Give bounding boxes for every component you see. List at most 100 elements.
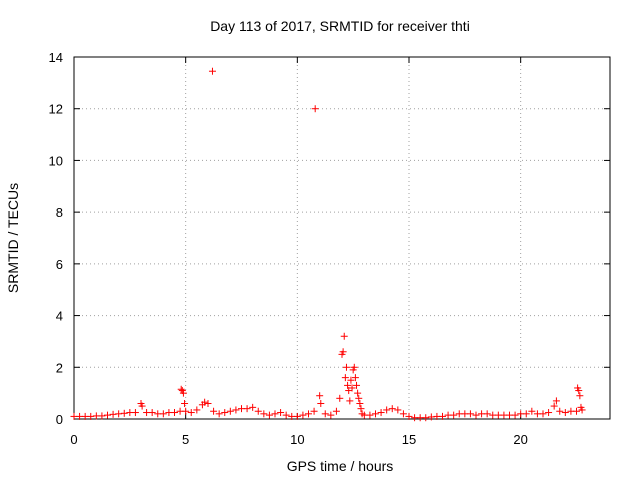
data-point xyxy=(511,411,519,419)
x-tick-label: 5 xyxy=(182,432,189,447)
data-point xyxy=(340,332,348,340)
data-point xyxy=(321,410,329,418)
data-point xyxy=(221,409,229,417)
data-point xyxy=(182,407,190,415)
data-point xyxy=(204,399,212,407)
x-tick-label: 10 xyxy=(290,432,304,447)
data-point xyxy=(201,398,209,406)
data-point xyxy=(466,410,474,418)
data-point xyxy=(552,397,560,405)
data-point xyxy=(578,406,586,414)
data-point xyxy=(327,411,335,419)
data-point xyxy=(179,389,187,397)
data-point xyxy=(372,410,379,418)
y-tick-label: 0 xyxy=(56,412,63,427)
data-point xyxy=(193,406,201,414)
data-point xyxy=(354,389,362,397)
data-point xyxy=(260,410,268,418)
data-point xyxy=(131,409,139,417)
data-point xyxy=(282,411,290,419)
data-point xyxy=(271,410,279,418)
data-point xyxy=(317,399,325,407)
y-axis-label: SRMTID / TECUs xyxy=(5,183,21,293)
data-point xyxy=(399,410,407,418)
plot-frame xyxy=(73,56,611,420)
data-point xyxy=(148,409,156,417)
data-point xyxy=(332,407,340,415)
x-tick-label: 20 xyxy=(513,432,527,447)
data-point xyxy=(265,411,273,419)
data-point xyxy=(215,410,223,418)
data-point xyxy=(483,410,491,418)
data-point xyxy=(226,407,234,415)
data-point xyxy=(355,394,363,402)
data-points xyxy=(70,67,586,422)
data-point xyxy=(366,411,374,419)
data-point xyxy=(254,407,262,415)
data-point xyxy=(341,374,349,382)
y-tick-label: 2 xyxy=(56,360,63,375)
data-point xyxy=(305,410,312,418)
data-point xyxy=(98,412,106,420)
data-point xyxy=(109,410,117,418)
data-point xyxy=(120,409,128,417)
data-point xyxy=(181,399,189,407)
data-point xyxy=(450,411,458,419)
data-point xyxy=(336,394,344,402)
data-point xyxy=(528,407,536,415)
x-tick-label: 0 xyxy=(70,432,77,447)
data-point xyxy=(293,412,301,420)
data-point xyxy=(539,410,547,418)
data-point xyxy=(348,384,356,392)
data-point xyxy=(383,406,391,414)
data-point xyxy=(550,402,558,410)
data-point xyxy=(210,407,218,415)
data-point xyxy=(356,399,364,407)
data-point xyxy=(388,405,396,413)
data-point xyxy=(472,411,480,419)
data-point xyxy=(310,407,318,415)
data-point xyxy=(171,409,178,417)
data-point xyxy=(556,407,564,415)
data-point xyxy=(249,403,257,411)
data-point xyxy=(522,410,530,418)
data-point xyxy=(159,410,167,418)
data-point xyxy=(187,409,195,417)
data-point xyxy=(208,67,216,75)
data-point xyxy=(347,376,355,384)
data-point xyxy=(115,410,123,418)
data-point xyxy=(177,385,185,393)
data-point xyxy=(439,412,446,420)
data-point xyxy=(243,405,251,413)
data-point xyxy=(311,105,319,113)
data-point xyxy=(576,392,584,400)
data-point xyxy=(573,407,580,415)
y-tick-label: 10 xyxy=(49,153,63,168)
data-point xyxy=(104,411,111,419)
y-tick-label: 12 xyxy=(49,102,63,117)
chart-title: Day 113 of 2017, SRMTID for receiver tht… xyxy=(210,18,470,34)
data-point xyxy=(342,363,350,371)
y-tick-label: 14 xyxy=(49,50,63,65)
data-point xyxy=(299,411,307,419)
data-point xyxy=(316,392,324,400)
data-point xyxy=(394,406,402,414)
grid-lines xyxy=(74,57,610,419)
data-point xyxy=(575,387,583,395)
data-point xyxy=(350,363,358,371)
data-point xyxy=(232,406,240,414)
x-axis-label: GPS time / hours xyxy=(287,458,394,474)
data-point xyxy=(339,348,347,356)
data-point xyxy=(357,405,365,413)
data-point xyxy=(138,402,146,410)
axis-ticks: 0 5 10 15 20 0 2 4 6 8 10 12 14 xyxy=(49,50,610,447)
data-point xyxy=(545,409,553,417)
data-point xyxy=(351,374,359,382)
data-point xyxy=(377,409,385,417)
data-point xyxy=(87,412,95,420)
y-tick-label: 4 xyxy=(56,309,63,324)
data-point xyxy=(427,413,435,421)
data-point xyxy=(561,409,569,417)
x-tick-label: 15 xyxy=(402,432,416,447)
